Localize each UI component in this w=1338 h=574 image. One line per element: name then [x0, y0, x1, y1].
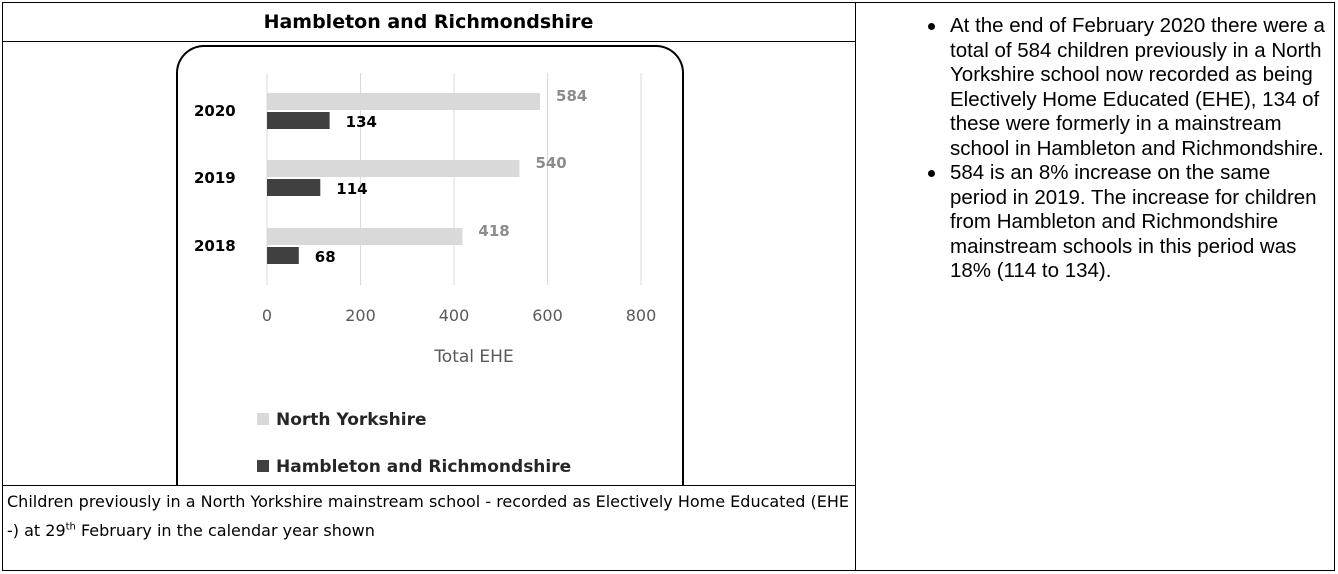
column-divider [855, 2, 856, 571]
legend-swatch-north-yorkshire [257, 413, 269, 425]
bar-north-yorkshire [267, 228, 463, 245]
data-label-north-yorkshire: 540 [535, 154, 566, 172]
caption-text: Children previously in a North Yorkshire… [7, 492, 850, 540]
legend-swatch-hambleton-richmondshire [257, 460, 269, 472]
bar-north-yorkshire [267, 160, 520, 177]
bar-hambleton-richmondshire [267, 179, 321, 196]
bullet-text: At the end of February 2020 there were a… [950, 14, 1325, 160]
data-label-north-yorkshire: 418 [478, 222, 509, 240]
category-label: 2020 [194, 102, 236, 120]
chart-caption: Children previously in a North Yorkshire… [7, 487, 852, 545]
bar-north-yorkshire [267, 93, 541, 110]
caption-superscript: th [65, 521, 76, 533]
caption-text-end: February in the calendar year shown [75, 521, 375, 540]
data-label-hambleton-richmondshire: 68 [315, 248, 336, 266]
bullet-text: 584 is an 8% increase on the same period… [950, 161, 1317, 282]
bullet-dot-icon [928, 23, 935, 30]
summary-bullets: At the end of February 2020 there were a… [900, 14, 1330, 284]
data-label-north-yorkshire: 584 [556, 87, 587, 105]
bar-hambleton-richmondshire [267, 247, 299, 264]
bullet-item: At the end of February 2020 there were a… [900, 14, 1330, 161]
panel-title: Hambleton and Richmondshire [263, 10, 594, 33]
category-label: 2019 [194, 169, 236, 187]
x-tick-label: 0 [262, 306, 272, 325]
bullet-item: 584 is an 8% increase on the same period… [900, 161, 1330, 284]
legend-label-hambleton-richmondshire: Hambleton and Richmondshire [276, 457, 571, 477]
x-tick-label: 800 [626, 306, 657, 325]
caption-row-divider [2, 485, 856, 486]
x-axis-title: Total EHE [433, 347, 513, 367]
x-tick-label: 200 [345, 306, 376, 325]
category-label: 2018 [194, 237, 236, 255]
bullet-dot-icon [928, 170, 935, 177]
data-label-hambleton-richmondshire: 134 [346, 113, 377, 131]
x-tick-label: 400 [439, 306, 470, 325]
bar-hambleton-richmondshire [267, 112, 330, 129]
x-tick-label: 600 [532, 306, 563, 325]
data-label-hambleton-richmondshire: 114 [336, 180, 367, 198]
title-row-divider [2, 41, 856, 42]
chart-container [176, 45, 684, 486]
legend-label-north-yorkshire: North Yorkshire [276, 410, 427, 430]
